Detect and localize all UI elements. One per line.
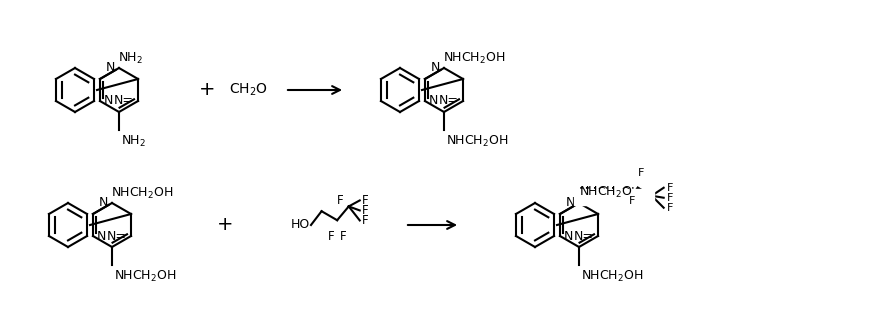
Text: F: F [666,193,673,203]
Text: F: F [628,196,634,206]
Text: N=: N= [114,95,134,108]
Text: N: N [98,197,108,210]
Text: N: N [563,229,573,242]
Text: F: F [362,194,368,207]
Text: F: F [336,194,343,207]
Text: NHCH$_2$OH: NHCH$_2$OH [446,134,507,149]
Text: N: N [96,229,106,242]
Text: NH$_2$: NH$_2$ [117,51,143,66]
Text: HO: HO [290,219,309,232]
Text: F: F [666,203,673,213]
Text: N: N [428,95,438,108]
Text: N: N [103,95,113,108]
Text: CH$_2$O: CH$_2$O [229,82,267,98]
Text: NHCH$_2$OH: NHCH$_2$OH [577,186,640,201]
Text: N=: N= [574,229,594,242]
Text: F: F [340,230,346,243]
Text: F: F [362,214,368,227]
Bar [573,189,653,205]
Text: NHCH$_2$OH: NHCH$_2$OH [580,269,643,284]
Text: +: + [198,81,215,100]
Text: F: F [362,204,368,217]
Text: N: N [565,197,574,210]
Text: N: N [430,61,440,74]
Text: NHCH$_2$OH: NHCH$_2$OH [442,51,504,66]
Text: NHCH$_2$OH: NHCH$_2$OH [114,269,176,284]
Text: NHCH$_2$OH: NHCH$_2$OH [110,186,173,201]
Text: N: N [105,61,115,74]
Text: N=: N= [107,229,127,242]
Text: +: + [216,215,233,234]
Text: NH$_2$: NH$_2$ [121,134,146,149]
Text: F: F [637,168,643,178]
Text: F: F [328,230,334,243]
Text: F: F [666,183,673,193]
Text: N=: N= [439,95,459,108]
Text: NHCH$_2$O: NHCH$_2$O [578,185,632,200]
